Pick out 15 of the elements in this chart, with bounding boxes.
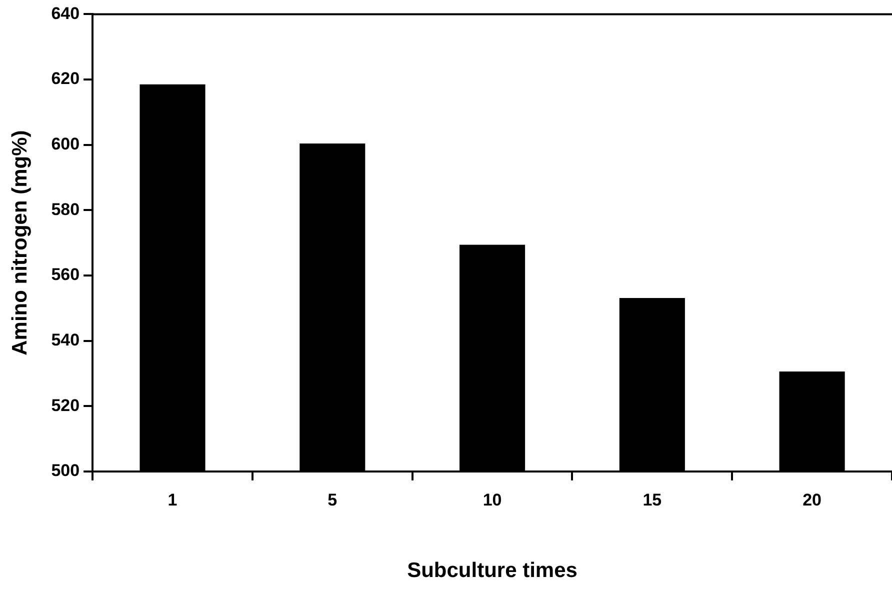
y-tick-label: 560 — [51, 265, 80, 284]
x-tick-label: 15 — [642, 490, 662, 510]
x-tick-label: 10 — [482, 490, 502, 510]
x-tick-label: 20 — [802, 490, 822, 510]
y-tick-label: 540 — [51, 330, 80, 350]
x-tick-label: 5 — [328, 490, 338, 510]
y-tick-label: 520 — [51, 396, 80, 415]
y-axis-title: Amino nitrogen (mg%) — [8, 130, 32, 356]
y-tick-label: 640 — [51, 4, 80, 23]
y-tick-label: 580 — [51, 200, 80, 219]
y-tick-label: 500 — [51, 461, 80, 480]
y-tick-label: 620 — [51, 69, 80, 88]
x-axis-title: Subculture times — [407, 559, 578, 582]
y-tick-label: 600 — [51, 134, 80, 154]
x-tick-label: 1 — [168, 490, 178, 510]
